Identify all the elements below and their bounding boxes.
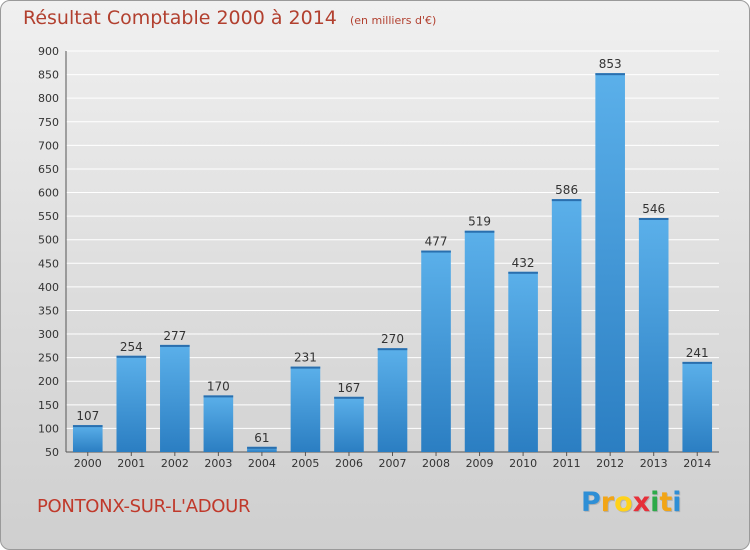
y-tick-label: 300 [38, 328, 59, 341]
bar-top-edge [247, 446, 277, 449]
y-tick-label: 800 [38, 92, 59, 105]
data-label-2007: 270 [381, 332, 404, 346]
y-tick-label: 500 [38, 234, 59, 247]
x-tick-label-2004: 2004 [248, 457, 276, 470]
axes: 50 100 150 200 250 300 350 400 450 500 550 600 650 70… [38, 45, 719, 470]
x-tick-label-2013: 2013 [640, 457, 668, 470]
data-label-2008: 477 [425, 235, 448, 249]
bar-2004 [247, 446, 277, 452]
bar-top-edge [421, 250, 451, 253]
y-tick-label: 650 [38, 163, 59, 176]
data-label-2013: 546 [642, 202, 665, 216]
data-label-2009: 519 [468, 215, 491, 229]
logo-letter: x [632, 487, 651, 518]
logo-letter: i [650, 487, 660, 518]
bar-top-edge [160, 344, 190, 347]
bar-top-edge [508, 271, 538, 274]
data-label-2012: 853 [599, 57, 622, 71]
logo-letter: r [600, 487, 615, 518]
bar-2009 [464, 230, 495, 452]
bar-top-edge [203, 395, 234, 398]
bar-2006 [334, 396, 364, 452]
data-label-2010: 432 [512, 256, 535, 270]
bar-top-edge [290, 366, 321, 369]
y-tick-label: 150 [38, 399, 59, 412]
data-label-2000: 107 [76, 409, 99, 423]
proxiti-logo[interactable]: Proxiti [581, 487, 682, 518]
y-tick-label: 200 [38, 375, 59, 388]
logo-letter: t [659, 487, 673, 518]
bar-top-edge [334, 396, 364, 399]
chart-title: Résultat Comptable 2000 à 2014 [23, 7, 337, 29]
data-label-2002: 277 [163, 329, 186, 343]
x-tick-label-2005: 2005 [291, 457, 319, 470]
x-tick-label-2011: 2011 [553, 457, 581, 470]
x-tick-label-2003: 2003 [204, 457, 232, 470]
logo-letter: P [581, 487, 601, 518]
data-label-2004: 61 [254, 431, 269, 445]
x-tick-label-2006: 2006 [335, 457, 363, 470]
bar-top-edge [116, 355, 147, 358]
y-tick-label: 550 [38, 210, 59, 223]
bars [72, 73, 713, 452]
bar-top-edge [72, 425, 103, 428]
title-row: Résultat Comptable 2000 à 2014 (en milli… [23, 7, 436, 29]
y-tick-label: 450 [38, 257, 59, 270]
bar-2008 [421, 250, 451, 452]
y-tick-label: 250 [38, 352, 59, 365]
y-tick-label: 350 [38, 304, 59, 317]
bar-2010 [508, 271, 538, 452]
y-tick-label: 600 [38, 187, 59, 200]
x-tick-label-2009: 2009 [466, 457, 494, 470]
y-tick-label: 900 [38, 45, 59, 58]
bar-top-edge [464, 230, 495, 233]
data-labels: 107 254 277 170 61 231 167 270 477 519 432 586 853 54… [76, 57, 708, 445]
bar-2011 [551, 199, 582, 452]
bar-2007 [377, 348, 408, 452]
bar-top-edge [551, 199, 582, 202]
data-label-2003: 170 [207, 379, 230, 393]
y-tick-label: 850 [38, 69, 59, 82]
bar-top-edge [377, 348, 408, 351]
x-tick-label-2000: 2000 [74, 457, 102, 470]
y-tick-label: 50 [45, 446, 59, 459]
x-tick-label-2002: 2002 [161, 457, 189, 470]
data-label-2011: 586 [555, 183, 578, 197]
y-tick-label: 100 [38, 422, 59, 435]
x-tick-label-2010: 2010 [509, 457, 537, 470]
bar-top-edge [682, 361, 713, 364]
y-tick-label: 750 [38, 116, 59, 129]
bar-2001 [116, 355, 147, 452]
data-label-2014: 241 [686, 346, 709, 360]
chart-subtitle: (en milliers d'€) [349, 14, 437, 27]
bar-2014 [682, 361, 713, 452]
bar-2005 [290, 366, 321, 452]
bar-2013 [638, 218, 669, 452]
bar-top-edge [638, 218, 669, 221]
data-label-2001: 254 [120, 340, 143, 354]
bar-2000 [72, 425, 103, 452]
y-tick-label: 400 [38, 281, 59, 294]
bar-top-edge [595, 73, 625, 76]
data-label-2005: 231 [294, 351, 317, 365]
logo-letter: i [672, 487, 682, 518]
commune-name: PONTONX-SUR-L'ADOUR [37, 496, 251, 517]
bar-2002 [160, 344, 190, 452]
x-tick-label-2014: 2014 [683, 457, 711, 470]
bar-2003 [203, 395, 234, 452]
x-tick-label-2008: 2008 [422, 457, 450, 470]
logo-letter: o [614, 487, 633, 518]
x-tick-label-2007: 2007 [379, 457, 407, 470]
bar-2012 [595, 73, 625, 452]
x-tick-label-2012: 2012 [596, 457, 624, 470]
data-label-2006: 167 [338, 381, 361, 395]
x-tick-label-2001: 2001 [117, 457, 145, 470]
y-tick-label: 700 [38, 139, 59, 152]
